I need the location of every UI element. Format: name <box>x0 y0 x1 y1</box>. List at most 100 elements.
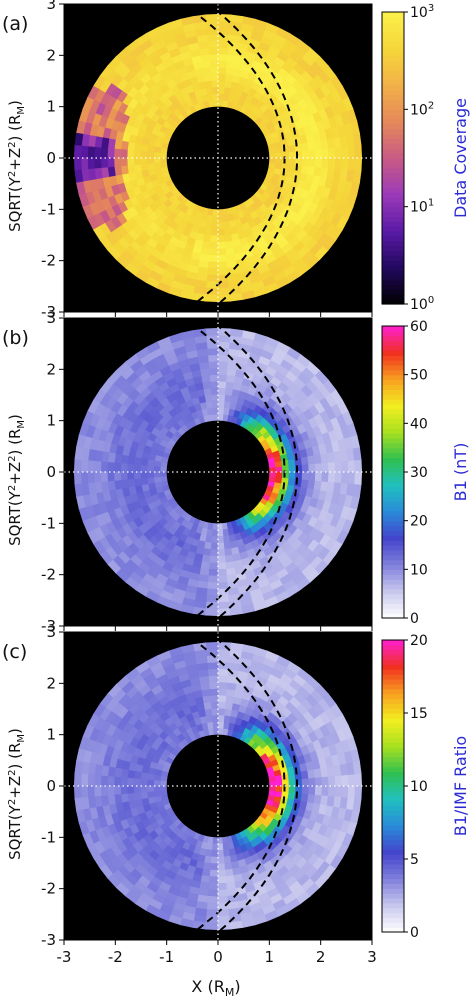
colorbar-segment <box>382 776 404 782</box>
heatmap-cell <box>217 40 229 49</box>
colorbar-segment <box>382 413 404 420</box>
heatmap-cell <box>205 327 219 336</box>
heatmap-cell <box>146 465 155 473</box>
x-axis-label: X (RM) <box>191 977 240 999</box>
heatmap-cell <box>217 93 224 101</box>
heatmap-cell <box>87 157 95 170</box>
heatmap-cell <box>354 145 363 159</box>
colorbar-segment <box>382 94 404 101</box>
heatmap-cell <box>140 458 149 467</box>
heatmap-cell <box>217 581 229 590</box>
heatmap-cell <box>352 797 362 812</box>
heatmap-cell <box>223 86 231 95</box>
colorbar-tick-label: 5 <box>410 852 419 868</box>
heatmap-cell <box>113 148 122 159</box>
heatmap-cell <box>217 367 228 376</box>
heatmap-cell <box>146 151 155 159</box>
heatmap-cell <box>208 46 219 55</box>
colorbar-segment <box>382 360 404 366</box>
heatmap-cell <box>217 221 225 230</box>
heatmap-cell <box>321 148 330 159</box>
y-tick-label: -3 <box>41 617 56 635</box>
heatmap-cell <box>223 714 231 723</box>
heatmap-cell <box>210 79 219 88</box>
heatmap-cell <box>274 162 283 170</box>
colorbar-segment <box>382 771 404 777</box>
heatmap-cell <box>341 785 349 798</box>
colorbar-segment <box>382 114 404 120</box>
heatmap-cell <box>74 446 84 461</box>
colorbar-segment <box>382 854 404 860</box>
colorbar-segment <box>382 177 404 183</box>
heatmap-cells <box>73 13 363 303</box>
heatmap-cell <box>268 157 277 164</box>
colorbar-segment <box>382 274 404 281</box>
colorbar-segment <box>382 85 404 91</box>
heatmap-cell <box>217 701 226 709</box>
colorbar-segment <box>382 747 404 753</box>
heatmap-cell <box>308 785 316 795</box>
heatmap-cell <box>281 157 290 165</box>
heatmap-cell <box>207 267 219 276</box>
colorbar-segment <box>382 800 404 807</box>
colorbar-segment <box>382 510 404 517</box>
heatmap-cell <box>308 149 316 159</box>
heatmap-cell <box>106 776 115 787</box>
colorbar-segment <box>382 569 404 575</box>
colorbar-segment <box>382 109 404 115</box>
y-label-part: SQRT(Y <box>6 176 24 232</box>
heatmap-cell <box>229 292 244 302</box>
heatmap-cell <box>327 775 336 787</box>
heatmap-cell <box>217 254 228 263</box>
heatmap-cell <box>224 701 233 710</box>
tick-exponent: 3 <box>428 3 434 14</box>
x-tick-label: -3 <box>57 948 72 966</box>
heatmap-cell <box>207 354 219 363</box>
heatmap-cell <box>93 774 102 787</box>
heatmap-cell <box>211 221 219 230</box>
colorbar-segment <box>382 457 404 463</box>
x-tick-label: 1 <box>265 948 275 966</box>
heatmap-cell <box>275 157 283 164</box>
heatmap-cell <box>207 40 219 49</box>
heatmap-cell <box>204 227 213 236</box>
heatmap-cell <box>159 152 168 159</box>
heatmap-cell <box>207 668 219 677</box>
heatmap-cell <box>347 785 356 799</box>
heatmap-cell <box>120 157 128 167</box>
heatmap-cell <box>153 774 162 782</box>
y-tick-label: 2 <box>46 674 56 692</box>
colorbar-segment <box>382 269 404 276</box>
colorbar-segment <box>382 399 404 405</box>
heatmap-cell <box>301 785 310 795</box>
y-label-part: M <box>16 106 27 115</box>
colorbar-tick-label: 103 <box>410 3 434 21</box>
colorbar-segment <box>382 805 404 811</box>
colorbar-segment <box>382 737 404 743</box>
heatmap-cell <box>212 836 219 845</box>
heatmap-cell <box>159 461 168 468</box>
heatmap-cell <box>208 261 219 270</box>
heatmap-cell <box>100 471 109 483</box>
heatmap-cell <box>217 400 225 409</box>
x-tick-label: -1 <box>159 948 174 966</box>
colorbar-segment <box>382 447 404 454</box>
colorbar-segment <box>382 907 404 914</box>
colorbar-segment <box>382 389 404 395</box>
heatmap-cell <box>217 99 224 108</box>
y-tick-label: 3 <box>46 0 56 13</box>
heatmap-cell <box>139 471 148 480</box>
colorbar: 0 10 20 30 40 50 60 B1 (nT) <box>381 319 470 627</box>
y-tick-label: -2 <box>41 252 56 270</box>
heatmap-cell <box>153 146 162 154</box>
heatmap-cell <box>205 849 213 858</box>
heatmap-cell <box>210 863 219 871</box>
heatmap-cell <box>205 922 219 931</box>
heatmap-cell <box>73 785 82 799</box>
colorbar-segment <box>382 240 404 247</box>
heatmap-cell <box>217 721 224 729</box>
colorbar-tick-label: 10 <box>410 562 428 578</box>
heatmap-cell <box>275 471 283 478</box>
